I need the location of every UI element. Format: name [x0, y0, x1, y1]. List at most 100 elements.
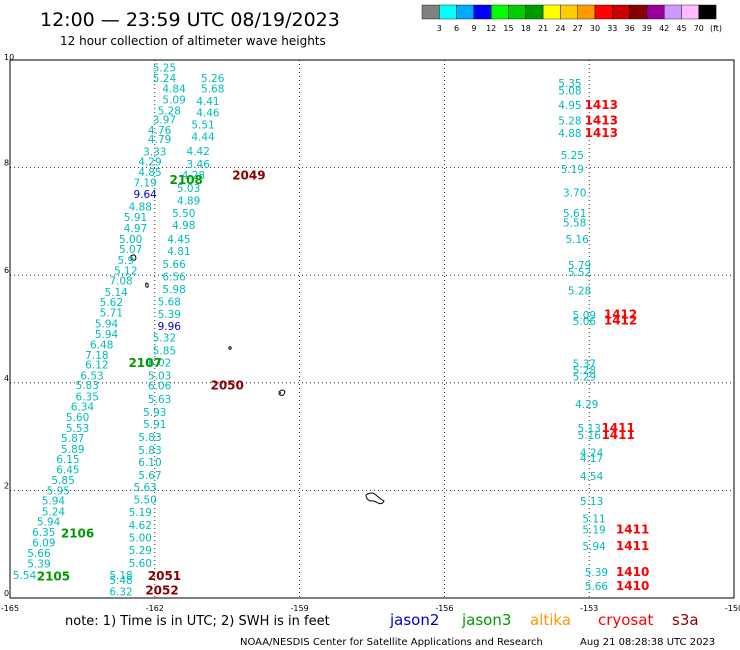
x-tick-label: -156 [435, 604, 453, 613]
swh-value: 5.09 [162, 94, 185, 106]
swh-value: 5.00 [119, 234, 142, 246]
pass-label: 2108 [169, 173, 202, 187]
swh-value: 4.88 [558, 128, 581, 140]
swh-value: 4.89 [177, 195, 200, 207]
swh-values: 5.255.24 5.264.84 5.685.09 4.415.28 4.463.97… [13, 63, 609, 599]
pass-label: 1411 [601, 428, 634, 442]
swh-value: 5.66 [585, 581, 609, 593]
swh-value: 5.52 [568, 267, 591, 279]
swh-value: 5.66 [162, 259, 186, 271]
swh-value: 4.28 [182, 170, 205, 182]
colorbar-swatch [439, 4, 457, 20]
swh-value: 3.70 [563, 187, 586, 199]
colorbar-label: 39 [642, 24, 652, 33]
swh-value: 5.39 [27, 559, 50, 571]
swh-value: 9.64 [133, 189, 157, 201]
colorbar-label: 9 [471, 24, 476, 33]
swh-value: 5.94 [42, 496, 66, 508]
pass-label: 2052 [145, 583, 178, 597]
swh-value: 5.19 [561, 164, 584, 176]
swh-value: 4.81 [167, 246, 190, 258]
swh-value: 5.68 [158, 297, 181, 309]
pass-label: 1411 [601, 421, 634, 435]
colorbar-swatch [646, 4, 665, 20]
pass-label: 1413 [585, 113, 618, 127]
swh-value: 6.35 [32, 527, 55, 539]
colorbar-label: 6 [454, 24, 459, 33]
swh-value: 5.00 [129, 533, 152, 545]
swh-value: 6.56 [162, 271, 186, 283]
swh-value: 5.63 [148, 394, 171, 406]
legend-jason3: jason3 [461, 611, 511, 629]
swh-value: 5.29 [573, 371, 596, 383]
pass-label: 1413 [585, 126, 618, 140]
swh-value: 5.16 [578, 430, 602, 442]
colorbar-swatch [560, 4, 578, 20]
colorbar-swatch [664, 4, 682, 20]
swh-value: 4.88 [129, 201, 152, 213]
colorbar-swatch [681, 4, 699, 20]
swh-value: 5.24 [42, 506, 66, 518]
pass-label: 2105 [37, 569, 70, 583]
legend-jason2: jason2 [389, 611, 439, 629]
colorbar-label: 27 [573, 24, 583, 33]
colorbar-swatch [473, 4, 492, 20]
swh-value: 5.89 [61, 444, 84, 456]
swh-value: 5.39 [585, 567, 608, 579]
swh-value: 5.79 [568, 260, 591, 272]
pass-label: 1410 [616, 579, 649, 593]
swh-value: 5.83 [138, 445, 161, 457]
swh-value: 4.42 [187, 146, 210, 158]
swh-value: 5.87 [61, 433, 84, 445]
colorbar-label: 45 [676, 24, 686, 33]
colorbar-label: 42 [659, 24, 669, 33]
pass-label: 1412 [604, 313, 637, 327]
swh-value: 5.29 [129, 545, 152, 557]
y-tick-label: 6 [4, 266, 9, 275]
island-shapes [130, 254, 385, 505]
pass-label: 2107 [128, 356, 161, 370]
colorbar-label: 24 [555, 24, 565, 33]
swh-value: 5.48 [109, 575, 132, 587]
swh-value: 5.58 [563, 217, 586, 229]
y-tick-label: 4 [4, 374, 9, 383]
legend-cryosat: cryosat [598, 611, 653, 629]
swh-value: 5.18 [109, 570, 132, 582]
grid-lines [10, 60, 734, 598]
swh-value: 5.63 [133, 482, 156, 494]
y-tick-label: 2 [4, 481, 9, 490]
swh-value: 5.60 [66, 412, 89, 424]
swh-value: 5.91 [143, 419, 166, 431]
colorbar: 3 6 9 12 15 18 21 24 27 30 33 36 39 42 45 70 [421, 4, 717, 33]
x-tick-label: -150 [725, 604, 740, 613]
swh-value: 6.02 [148, 357, 171, 369]
colorbar-label: 18 [521, 24, 531, 33]
swh-value: 5.68 [201, 84, 224, 96]
swh-value: 4.98 [172, 220, 195, 232]
swh-value: 5.61 [563, 208, 586, 220]
swh-value: 5.50 [172, 208, 195, 220]
swh-value: 5.26 [201, 73, 225, 85]
swh-value: 5.19 [582, 525, 605, 537]
swh-value: 5.39 [158, 309, 181, 321]
swh-value: 7.18 [85, 350, 108, 362]
x-tick-label: -162 [146, 604, 164, 613]
swh-value: 4.54 [580, 471, 604, 483]
pass-label: 1411 [616, 539, 649, 553]
colorbar-swatch [525, 4, 544, 20]
swh-value: 6.10 [138, 457, 161, 469]
pass-label: 1413 [585, 98, 618, 112]
swh-value: 5.08 [558, 86, 581, 98]
pass-label: 2051 [148, 569, 181, 583]
swh-value: 5.25 [561, 150, 584, 162]
swh-value: 5.85 [51, 475, 74, 487]
swh-value: 4.79 [148, 134, 171, 146]
swh-value: 5.71 [100, 307, 123, 319]
colorbar-swatch [491, 4, 509, 20]
swh-value: 7.19 [133, 178, 156, 190]
colorbar-label: 30 [590, 24, 600, 33]
swh-value: 4.76 [148, 125, 172, 137]
map-subtitle: 12 hour collection of altimeter wave hei… [60, 34, 326, 48]
colorbar-label: 15 [503, 24, 513, 33]
